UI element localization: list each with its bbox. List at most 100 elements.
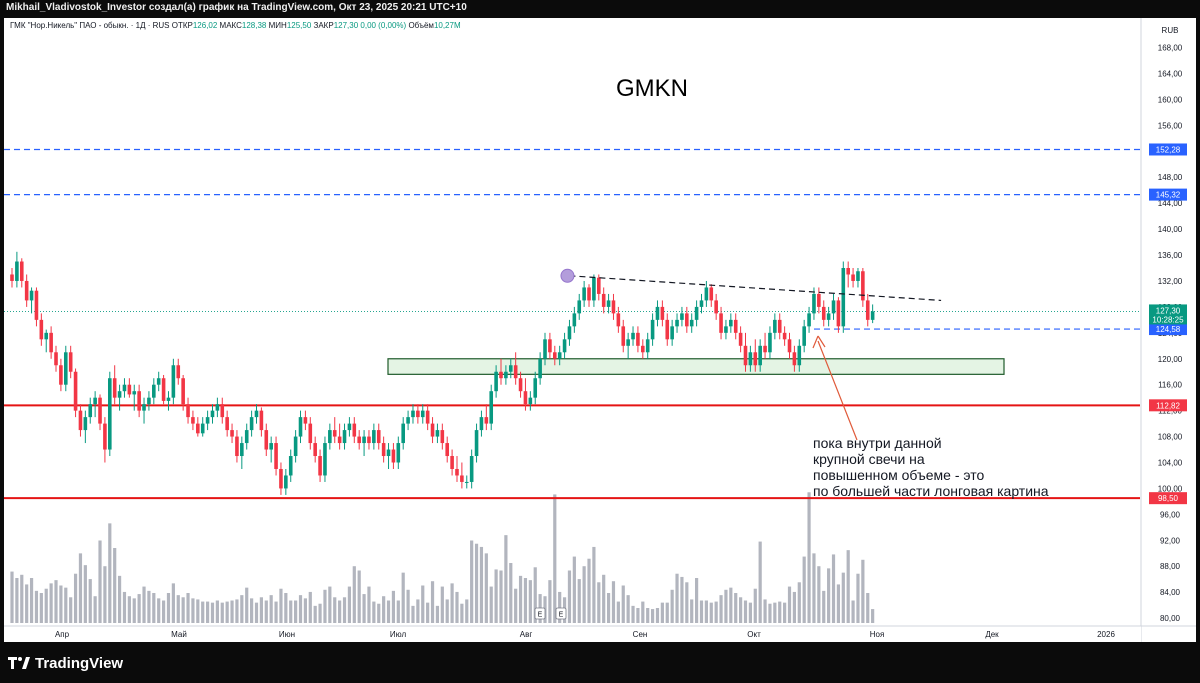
volume-bar	[455, 591, 459, 623]
candle-body	[293, 436, 298, 457]
time-tick: 2026	[1097, 630, 1115, 639]
level-badge-text: 112,82	[1156, 401, 1180, 410]
candle-body	[440, 430, 445, 444]
low-value: 125,50	[286, 21, 312, 30]
candle-body	[137, 391, 141, 411]
candle-body	[699, 300, 704, 307]
candle-body	[220, 404, 225, 418]
candle-body	[562, 339, 567, 353]
trendline	[569, 275, 942, 302]
volume-bar	[269, 595, 273, 623]
candle-body	[200, 423, 205, 434]
candle-body	[191, 417, 195, 424]
volume-bar	[445, 599, 449, 623]
level-badge	[1149, 143, 1187, 156]
volume-bar	[328, 586, 332, 623]
volume-bar	[367, 586, 371, 623]
candle-body	[792, 352, 797, 366]
volume-bar	[626, 595, 630, 623]
volume-bar	[729, 587, 733, 623]
volume-bar	[592, 546, 596, 623]
time-tick: Авг	[520, 630, 533, 639]
volume-bar	[440, 586, 444, 623]
volume-bar	[142, 586, 146, 623]
time-tick: Май	[171, 630, 187, 639]
volume-bar	[34, 590, 39, 623]
volume-bar	[489, 586, 493, 623]
candle-body	[308, 423, 313, 444]
candle-body	[269, 443, 273, 450]
candle-body	[381, 443, 386, 457]
volume-bar	[15, 578, 19, 623]
volume-bar	[181, 597, 185, 623]
candle-body	[68, 352, 73, 372]
candle-body	[34, 290, 39, 320]
candle-body	[430, 423, 435, 437]
candle-body	[675, 319, 679, 327]
candle-body	[93, 397, 97, 405]
candle-body	[870, 311, 875, 320]
candle-body	[391, 449, 396, 463]
volume-bar	[303, 598, 307, 623]
volume-bar	[817, 566, 821, 623]
candle-body	[342, 430, 347, 444]
candle-body	[117, 391, 122, 398]
volume-bar	[763, 599, 767, 623]
candle-body	[528, 397, 533, 405]
volume-bar	[44, 588, 48, 623]
volume-bar	[430, 581, 435, 623]
candle-body	[826, 313, 831, 320]
candle-body	[807, 313, 811, 327]
volume-bar	[108, 523, 112, 623]
volume-bar	[254, 602, 259, 623]
candle-body	[445, 443, 450, 457]
candle-body	[592, 277, 596, 301]
change-value: 0,00 (0,00%)	[360, 21, 407, 30]
volume-bar	[509, 563, 513, 623]
support-zone	[387, 358, 1005, 375]
volume-bar	[274, 601, 278, 623]
candle-body	[655, 306, 660, 320]
chart-panel[interactable]: GMKN пока внутри данной крупной свечи на по…	[4, 18, 1196, 642]
volume-bar	[856, 573, 860, 623]
ticker-annotation: GMKN	[616, 75, 688, 102]
volume-bar	[797, 582, 801, 623]
candle-body	[729, 319, 733, 327]
volume-bars	[10, 492, 875, 623]
price-tick: 84,00	[1160, 588, 1181, 597]
candle-body	[15, 261, 19, 281]
level-badge-text: 145,32	[1156, 191, 1181, 200]
candle-body	[186, 404, 190, 418]
volume-bar	[347, 586, 352, 623]
time-tick: Окт	[747, 630, 761, 639]
volume-bar	[611, 581, 616, 623]
volume-bar	[215, 600, 219, 623]
candle-body	[328, 430, 332, 444]
tradingview-wordmark: TradingView	[35, 654, 124, 672]
volume-bar	[250, 598, 254, 623]
price-tick: 108,00	[1158, 433, 1183, 442]
volume-bar	[494, 569, 498, 623]
volume-bar	[465, 599, 469, 623]
volume-bar	[78, 553, 83, 623]
volume-bar	[196, 599, 200, 623]
price-tick: 160,00	[1158, 95, 1183, 104]
time-axis: Апр Май Июн Июл Авг Сен Окт Ноя Дек 2026 E E	[4, 607, 1196, 642]
candle-body	[841, 268, 846, 327]
volume-bar	[333, 597, 337, 623]
close-value: 127,30	[333, 21, 359, 30]
candle-body	[856, 271, 860, 281]
candle-body	[406, 417, 410, 424]
tradingview-logo[interactable]: TradingView	[8, 654, 123, 672]
symbol-legend: ГМК "Нор.Никель" ПАО - обыкн. · 1Д · RUS…	[10, 21, 461, 30]
candle-body	[763, 345, 767, 353]
volume-bar	[680, 576, 684, 623]
candle-body	[455, 468, 459, 476]
candle-body	[543, 339, 547, 359]
earnings-marker-label: E	[538, 612, 543, 619]
candle-body	[225, 417, 229, 431]
candle-body	[396, 443, 401, 463]
volume-bar	[235, 599, 239, 623]
price-tick: 156,00	[1158, 121, 1183, 130]
